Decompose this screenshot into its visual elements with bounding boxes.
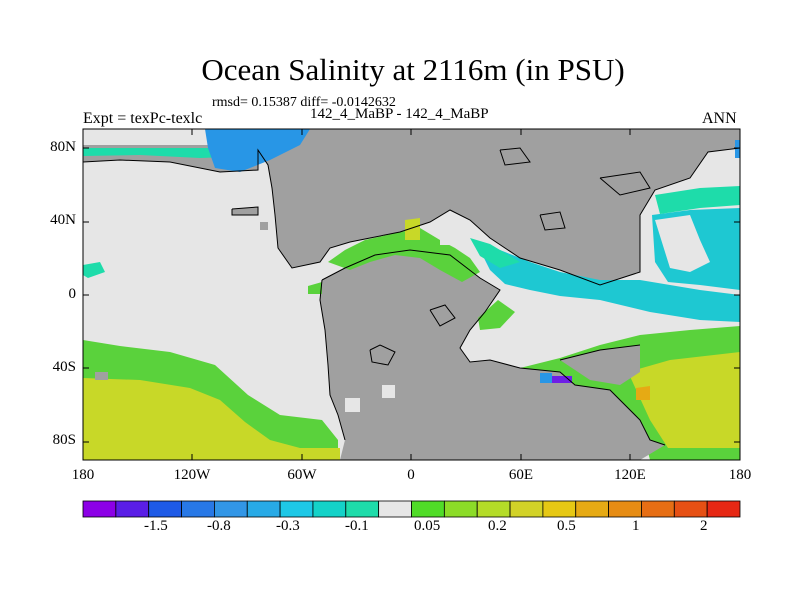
tethys-teal-fringe (470, 238, 520, 268)
map-subtitle: 142_4_MaBP - 142_4_MaBP (310, 106, 489, 122)
colorbar-swatch (641, 500, 675, 518)
stats-line: rmsd= 0.15387 diff= -0.0142632 (212, 95, 396, 110)
southern-ocean-yellow-green-region (83, 378, 340, 460)
colorbar-swatch (345, 500, 380, 518)
colorbar-swatch (312, 500, 347, 518)
colorbar-swatch (246, 500, 281, 518)
lat-tick-label: 80S (52, 432, 76, 448)
colorbar-label: 2 (700, 518, 708, 534)
east-near-zero-region (655, 215, 710, 272)
lon-tick-label: 60W (287, 467, 317, 483)
season-label: ANN (702, 110, 737, 127)
lon-tick-label: 180 (728, 467, 752, 483)
colorbar-swatch (706, 500, 741, 518)
colorbar (82, 500, 741, 518)
southeast-orange-patch (636, 386, 650, 400)
small-island (260, 222, 268, 230)
colorbar-swatch (378, 500, 412, 518)
equatorial-green-patch (308, 282, 322, 294)
lat-tick-label: 0 (68, 286, 77, 302)
lat-tick-label: 40N (50, 212, 76, 228)
colorbar-swatch (148, 500, 182, 518)
west-teal-patch (83, 262, 105, 278)
colorbar-swatch (575, 500, 609, 518)
near-zero-patch (382, 385, 395, 398)
colorbar-label: 0.5 (557, 518, 576, 534)
southeast-yellow-green-region (628, 352, 740, 448)
colorbar-label: -0.1 (345, 518, 369, 534)
colorbar-label: 0.05 (414, 518, 441, 534)
lon-tick-label: 120E (614, 467, 646, 483)
colorbar-swatch (213, 500, 248, 518)
colorbar-swatch (476, 500, 511, 518)
map-title: Ocean Salinity at 2116m (in PSU) (201, 52, 625, 87)
colorbar-swatch (82, 500, 117, 518)
colorbar-swatch (542, 500, 577, 518)
axis-tick-marks (82, 129, 741, 460)
colorbar-swatch (279, 500, 314, 518)
lon-tick-label: 180 (71, 467, 95, 483)
lon-tick-label: 120W (173, 467, 211, 483)
colorbar-label: -1.5 (144, 518, 168, 534)
colorbar-label: -0.3 (276, 518, 300, 534)
small-island (95, 372, 108, 380)
pangea-land-north (258, 129, 740, 285)
colorbar-label: -0.8 (207, 518, 231, 534)
blue-anomaly-small (540, 373, 552, 383)
coastlines (83, 147, 740, 446)
lon-tick-label: 0 (407, 467, 415, 483)
lat-tick-label: 40S (52, 359, 76, 375)
central-green-patch (478, 300, 515, 330)
map-field (83, 129, 740, 460)
colorbar-swatch (509, 500, 544, 518)
arctic-blue-anomaly-east (735, 140, 740, 158)
tethys-cyan-anomaly (478, 246, 740, 322)
colorbar-swatch (181, 500, 215, 518)
experiment-label: Expt = texPc-texlc (83, 110, 203, 127)
colorbar-swatch (411, 500, 445, 518)
lon-tick-label: 60E (508, 467, 534, 483)
colorbar-label: 1 (632, 518, 640, 534)
colorbar-swatch (673, 500, 708, 518)
gondwana-land-south (320, 250, 665, 460)
east-teal-region (655, 186, 740, 214)
near-zero-patch (345, 398, 360, 412)
near-zero-patch (440, 228, 462, 245)
lat-tick-label: 80N (50, 139, 76, 155)
colorbar-swatch (608, 500, 642, 518)
colorbar-swatch (115, 500, 150, 518)
colorbar-label: 0.2 (488, 518, 507, 534)
tethys-yellow-anomaly (405, 218, 420, 240)
colorbar-swatch (443, 500, 478, 518)
